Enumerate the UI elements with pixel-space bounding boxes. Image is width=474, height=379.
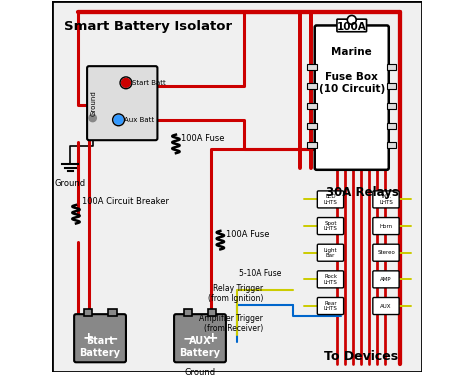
Text: Amplifier Trigger
(from Receiver): Amplifier Trigger (from Receiver) <box>199 314 263 333</box>
Text: Stereo: Stereo <box>377 250 395 255</box>
Text: Light
Bar: Light Bar <box>324 247 337 258</box>
Text: INT.
LHTS: INT. LHTS <box>379 194 393 205</box>
Circle shape <box>89 114 96 122</box>
Text: 100A Fuse: 100A Fuse <box>226 230 269 239</box>
Text: Ground: Ground <box>55 179 86 188</box>
Bar <box>83 309 92 316</box>
FancyBboxPatch shape <box>373 298 399 315</box>
Text: To Devices: To Devices <box>324 350 398 363</box>
Text: −: − <box>106 331 118 345</box>
Text: 100A Circuit Breaker: 100A Circuit Breaker <box>82 197 169 206</box>
FancyBboxPatch shape <box>373 244 399 261</box>
Bar <box>307 83 317 89</box>
Text: 30A Relays: 30A Relays <box>327 186 399 199</box>
Bar <box>307 103 317 109</box>
Bar <box>387 123 396 129</box>
FancyBboxPatch shape <box>373 218 399 235</box>
FancyBboxPatch shape <box>317 244 344 261</box>
Bar <box>183 309 192 316</box>
FancyBboxPatch shape <box>174 314 226 362</box>
Text: 100A

Marine

Fuse Box
(10 Circuit): 100A Marine Fuse Box (10 Circuit) <box>319 22 385 94</box>
Text: −: − <box>182 331 194 345</box>
Text: Start Batt: Start Batt <box>131 80 165 86</box>
Text: Ground: Ground <box>184 368 216 377</box>
FancyBboxPatch shape <box>337 19 366 32</box>
FancyBboxPatch shape <box>317 271 344 288</box>
FancyBboxPatch shape <box>373 271 399 288</box>
FancyBboxPatch shape <box>317 298 344 315</box>
Bar <box>307 123 317 129</box>
Text: +: + <box>206 331 218 345</box>
Text: Start
Battery: Start Battery <box>80 336 120 358</box>
Circle shape <box>121 78 130 87</box>
FancyBboxPatch shape <box>317 218 344 235</box>
Circle shape <box>347 16 356 24</box>
Text: LED
LHTS: LED LHTS <box>324 194 337 205</box>
Bar <box>307 64 317 70</box>
Bar <box>108 309 117 316</box>
Text: Rock
LHTS: Rock LHTS <box>324 274 337 285</box>
Text: AUX: AUX <box>381 304 392 309</box>
Text: Rear
LHTS: Rear LHTS <box>324 301 337 311</box>
Text: Aux Batt: Aux Batt <box>124 117 154 123</box>
Text: 5-10A Fuse: 5-10A Fuse <box>239 269 282 278</box>
FancyBboxPatch shape <box>87 66 157 140</box>
Text: AMP: AMP <box>380 277 392 282</box>
FancyBboxPatch shape <box>315 25 389 170</box>
Bar <box>387 83 396 89</box>
FancyBboxPatch shape <box>373 191 399 208</box>
Text: 100A Fuse: 100A Fuse <box>182 134 225 143</box>
FancyBboxPatch shape <box>74 314 126 362</box>
Bar <box>307 143 317 149</box>
FancyBboxPatch shape <box>317 191 344 208</box>
Text: Smart Battery Isolator: Smart Battery Isolator <box>64 20 232 33</box>
Text: Relay Trigger
(from Ignition): Relay Trigger (from Ignition) <box>208 284 263 304</box>
Bar <box>387 64 396 70</box>
Text: AUX
Battery: AUX Battery <box>180 336 220 358</box>
Bar <box>387 103 396 109</box>
Bar <box>208 309 217 316</box>
Circle shape <box>114 115 123 124</box>
Text: Spot
LHTS: Spot LHTS <box>324 221 337 231</box>
Text: Ground: Ground <box>91 90 97 116</box>
Text: Horn: Horn <box>380 224 393 229</box>
Bar <box>387 143 396 149</box>
Text: +: + <box>82 331 94 345</box>
